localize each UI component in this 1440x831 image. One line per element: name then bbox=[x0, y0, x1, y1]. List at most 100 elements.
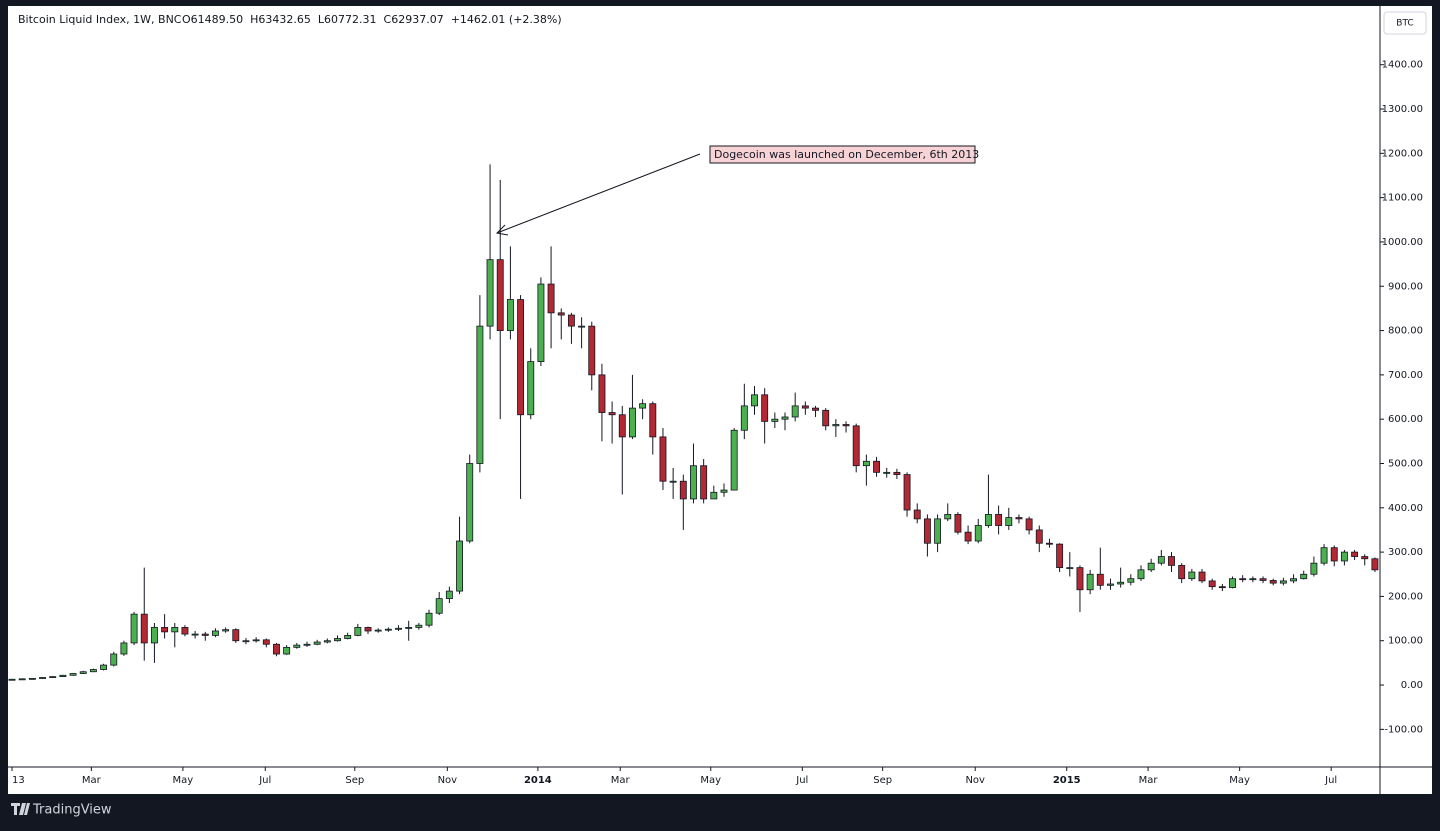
candle bbox=[476, 295, 484, 473]
candle bbox=[690, 443, 697, 504]
candle bbox=[832, 419, 840, 437]
candle-body bbox=[659, 436, 667, 482]
candle-body bbox=[445, 590, 453, 600]
candle bbox=[1015, 514, 1023, 524]
candle bbox=[303, 641, 311, 647]
candle-body bbox=[984, 514, 992, 526]
y-tick-label: 300.00 bbox=[1388, 547, 1423, 558]
candle-body bbox=[456, 540, 463, 592]
candle bbox=[649, 401, 657, 455]
candle bbox=[120, 640, 128, 656]
candle-body bbox=[1076, 567, 1084, 591]
candle-body bbox=[598, 374, 606, 413]
currency-button[interactable] bbox=[1383, 11, 1427, 35]
candle bbox=[730, 428, 738, 491]
chart-title: Bitcoin Liquid Index, 1W, BNC bbox=[18, 13, 182, 26]
candle bbox=[761, 388, 769, 444]
candle-body bbox=[547, 283, 555, 314]
y-tick-label: 100.00 bbox=[1388, 636, 1423, 647]
annotation-text: Dogecoin was launched on December, 6th 2… bbox=[714, 148, 979, 161]
candle-body bbox=[964, 531, 972, 542]
candle bbox=[842, 421, 850, 433]
candle-body bbox=[191, 633, 199, 636]
chart-background bbox=[8, 6, 1432, 794]
candle bbox=[1300, 570, 1308, 580]
candle bbox=[1035, 525, 1043, 553]
candle-body bbox=[496, 259, 504, 331]
candle-body bbox=[232, 629, 240, 642]
candle bbox=[181, 625, 189, 637]
candle-body bbox=[974, 525, 982, 542]
candle-body bbox=[1056, 543, 1064, 569]
candle bbox=[1107, 578, 1114, 590]
candle bbox=[1310, 556, 1318, 577]
candle bbox=[1290, 574, 1297, 584]
candle bbox=[1229, 576, 1236, 589]
candle bbox=[1045, 538, 1053, 548]
candle-body bbox=[862, 460, 870, 467]
brand-name[interactable]: TradingView bbox=[32, 803, 112, 818]
candle bbox=[344, 632, 352, 640]
candle-body bbox=[89, 669, 97, 673]
candle-body bbox=[211, 630, 219, 636]
candle bbox=[69, 673, 77, 676]
candle-body bbox=[252, 639, 260, 642]
candle-body bbox=[1361, 556, 1369, 560]
candle-body bbox=[1157, 556, 1165, 564]
candle bbox=[944, 503, 952, 522]
y-tick-label: -100.00 bbox=[1384, 724, 1423, 735]
candle bbox=[812, 405, 819, 417]
candle-body bbox=[791, 405, 799, 418]
candle-body bbox=[842, 424, 850, 427]
candle bbox=[100, 663, 108, 671]
candle bbox=[801, 401, 809, 415]
candle bbox=[1066, 552, 1074, 577]
candle bbox=[883, 467, 891, 478]
y-tick-label: 1100.00 bbox=[1382, 193, 1423, 204]
candle bbox=[862, 454, 870, 486]
candle bbox=[456, 516, 463, 595]
candle-body bbox=[669, 480, 677, 483]
candle bbox=[639, 399, 647, 420]
candle-body bbox=[527, 361, 535, 416]
y-tick-label: 600.00 bbox=[1388, 414, 1423, 425]
x-tick-label: Sep bbox=[873, 775, 892, 786]
candle bbox=[39, 677, 46, 679]
candle-body bbox=[161, 627, 169, 633]
candle-body bbox=[812, 407, 819, 411]
candle bbox=[262, 638, 270, 648]
candle bbox=[628, 374, 636, 440]
candle bbox=[1198, 568, 1206, 584]
candle-body bbox=[273, 643, 280, 655]
candle-body bbox=[1269, 580, 1277, 584]
candle-body bbox=[1198, 571, 1206, 582]
y-tick-label: 1200.00 bbox=[1382, 148, 1423, 159]
candle-body bbox=[822, 409, 830, 427]
candle bbox=[1371, 557, 1379, 573]
candle bbox=[995, 505, 1003, 535]
candle bbox=[751, 385, 758, 415]
candle bbox=[1279, 577, 1287, 586]
candle-body bbox=[618, 414, 626, 438]
candle-body bbox=[39, 677, 46, 679]
candle-body bbox=[415, 624, 423, 628]
currency-label[interactable]: BTC bbox=[1396, 19, 1413, 29]
candle-body bbox=[852, 425, 860, 467]
candle-body bbox=[567, 314, 575, 327]
x-tick-label: Mar bbox=[82, 775, 102, 786]
candle bbox=[700, 459, 708, 504]
candle bbox=[1269, 578, 1277, 586]
candle-body bbox=[720, 489, 728, 493]
candle-body bbox=[110, 653, 118, 666]
candle-body bbox=[303, 643, 311, 646]
candle bbox=[59, 674, 67, 678]
candle-body bbox=[1188, 571, 1196, 580]
candle-body bbox=[466, 463, 474, 542]
candle-body bbox=[425, 612, 433, 626]
candle-body bbox=[344, 635, 352, 639]
candle bbox=[903, 472, 911, 517]
y-tick-label: 400.00 bbox=[1388, 503, 1423, 514]
candle-body bbox=[384, 628, 392, 631]
annotation: Dogecoin was launched on December, 6th 2… bbox=[495, 145, 979, 236]
candle bbox=[1208, 578, 1216, 590]
